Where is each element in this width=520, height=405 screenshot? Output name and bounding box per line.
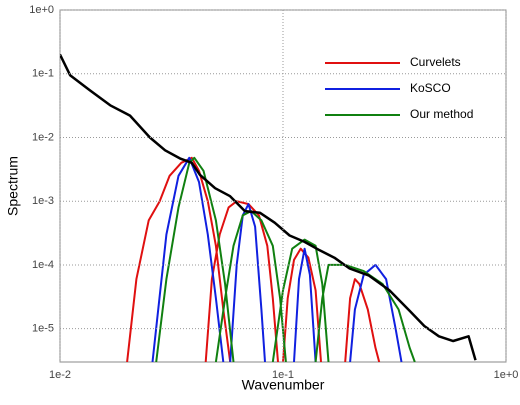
y-tick-label: 1e+0 <box>29 4 54 16</box>
plot-area <box>60 53 477 362</box>
legend-label: Curvelets <box>410 55 461 69</box>
x-tick-label: 1e-2 <box>49 369 71 381</box>
y-tick-label: 1e-1 <box>32 68 54 80</box>
y-tick-label: 1e-5 <box>32 323 54 335</box>
y-tick-label: 1e-3 <box>32 195 54 207</box>
x-axis-title: Wavenumber <box>242 377 325 393</box>
legend-label: KoSCO <box>410 81 451 95</box>
series-line <box>151 156 403 362</box>
y-tick-label: 1e-2 <box>32 131 54 143</box>
y-axis-title: Spectrum <box>5 156 21 216</box>
y-tick-label: 1e-4 <box>32 259 54 271</box>
legend-label: Our method <box>410 107 473 121</box>
x-tick-label: 1e+0 <box>494 369 519 381</box>
reference-line <box>60 53 477 361</box>
x-tick-label: 1e-1 <box>272 369 294 381</box>
